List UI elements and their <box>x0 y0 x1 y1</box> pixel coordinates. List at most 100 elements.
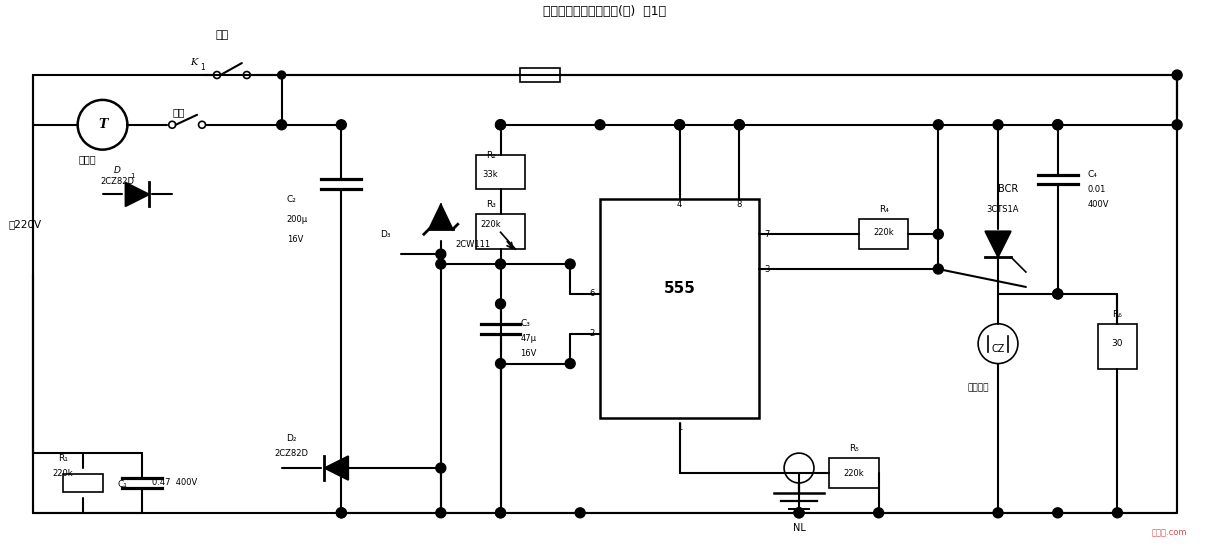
Text: CZ: CZ <box>991 343 1004 353</box>
Circle shape <box>933 264 944 274</box>
Circle shape <box>675 120 685 130</box>
Text: 47μ: 47μ <box>520 334 536 343</box>
Text: 220k: 220k <box>843 469 864 478</box>
Text: 16V: 16V <box>520 349 537 358</box>
Circle shape <box>1053 289 1062 299</box>
Text: 佳佳图.com: 佳佳图.com <box>1152 529 1187 538</box>
Circle shape <box>993 120 1003 130</box>
Text: ～220V: ～220V <box>8 219 41 229</box>
Text: K: K <box>190 58 197 67</box>
Circle shape <box>496 358 506 368</box>
Text: R₄: R₄ <box>878 206 888 214</box>
Circle shape <box>565 259 575 269</box>
Text: BCR: BCR <box>998 184 1018 194</box>
Text: 6: 6 <box>589 289 595 299</box>
Bar <box>520 68 560 82</box>
Circle shape <box>436 463 445 473</box>
Text: 8: 8 <box>737 201 742 209</box>
Circle shape <box>1053 120 1062 130</box>
Circle shape <box>436 508 445 518</box>
Text: 220k: 220k <box>874 228 894 237</box>
Circle shape <box>277 120 287 130</box>
Circle shape <box>794 508 803 518</box>
Text: 4: 4 <box>678 201 682 209</box>
Circle shape <box>436 259 445 269</box>
Text: 220k: 220k <box>480 220 501 229</box>
Text: 2CZ82D: 2CZ82D <box>100 177 134 187</box>
Text: R₅: R₅ <box>848 444 859 453</box>
Polygon shape <box>126 182 149 206</box>
Bar <box>476 214 525 249</box>
Circle shape <box>734 120 744 130</box>
Bar <box>829 458 878 488</box>
Circle shape <box>277 71 286 79</box>
Text: 400V: 400V <box>1088 200 1110 209</box>
Text: 0.47  400V: 0.47 400V <box>152 479 197 488</box>
Text: 16V: 16V <box>287 235 302 244</box>
Text: R₂: R₂ <box>485 151 496 160</box>
Text: 2: 2 <box>589 329 595 338</box>
Text: C₄: C₄ <box>1088 170 1097 179</box>
Text: 1: 1 <box>200 63 204 72</box>
Text: 1: 1 <box>131 173 134 179</box>
Circle shape <box>496 120 506 130</box>
Circle shape <box>436 249 445 259</box>
Text: 2CW111: 2CW111 <box>456 240 491 249</box>
Bar <box>476 155 525 189</box>
Circle shape <box>336 120 346 130</box>
Circle shape <box>794 508 803 518</box>
Circle shape <box>1053 120 1062 130</box>
Circle shape <box>496 259 506 269</box>
Bar <box>1097 324 1137 368</box>
Text: NL: NL <box>793 523 806 533</box>
Text: 电风扇模拟自然风电路(四)  第1张: 电风扇模拟自然风电路(四) 第1张 <box>543 6 667 18</box>
Text: 2CZ82D: 2CZ82D <box>275 449 309 458</box>
Text: 3: 3 <box>765 265 770 274</box>
Polygon shape <box>428 204 453 229</box>
Circle shape <box>675 120 685 130</box>
Text: 7: 7 <box>765 230 770 239</box>
Text: 220k: 220k <box>52 469 73 478</box>
Circle shape <box>874 508 883 518</box>
Circle shape <box>496 508 506 518</box>
Text: 33k: 33k <box>483 170 499 179</box>
Circle shape <box>1172 120 1182 130</box>
Polygon shape <box>985 231 1010 257</box>
Circle shape <box>1053 289 1062 299</box>
Text: T: T <box>98 118 108 131</box>
Text: 定时器: 定时器 <box>79 155 97 165</box>
Circle shape <box>496 508 506 518</box>
Circle shape <box>496 299 506 309</box>
Text: 0.01: 0.01 <box>1088 185 1106 194</box>
Text: 30: 30 <box>1112 339 1123 348</box>
Circle shape <box>1112 508 1123 518</box>
Text: 3CTS1A: 3CTS1A <box>986 206 1019 214</box>
Circle shape <box>734 120 744 130</box>
Circle shape <box>575 508 586 518</box>
Text: 200μ: 200μ <box>287 215 307 224</box>
Circle shape <box>595 120 605 130</box>
Bar <box>600 199 759 418</box>
Text: R₁: R₁ <box>58 454 68 463</box>
Text: C₂: C₂ <box>287 195 296 204</box>
Text: 555: 555 <box>664 281 696 296</box>
Circle shape <box>336 508 346 518</box>
Circle shape <box>933 229 944 239</box>
Text: 1: 1 <box>678 423 682 432</box>
Text: R₃: R₃ <box>485 201 496 209</box>
Text: D₂: D₂ <box>287 434 296 443</box>
Polygon shape <box>324 456 348 480</box>
Bar <box>859 219 909 249</box>
Text: D: D <box>114 166 121 175</box>
Circle shape <box>336 508 346 518</box>
Circle shape <box>993 508 1003 518</box>
Bar <box>63 474 103 492</box>
Text: 电扇插座: 电扇插座 <box>967 383 989 392</box>
Circle shape <box>1172 70 1182 80</box>
Circle shape <box>933 120 944 130</box>
Text: C₃: C₃ <box>520 319 530 329</box>
Text: 快速: 快速 <box>215 30 229 40</box>
Circle shape <box>496 120 506 130</box>
Text: C₁: C₁ <box>117 480 127 489</box>
Text: D₃: D₃ <box>381 230 391 239</box>
